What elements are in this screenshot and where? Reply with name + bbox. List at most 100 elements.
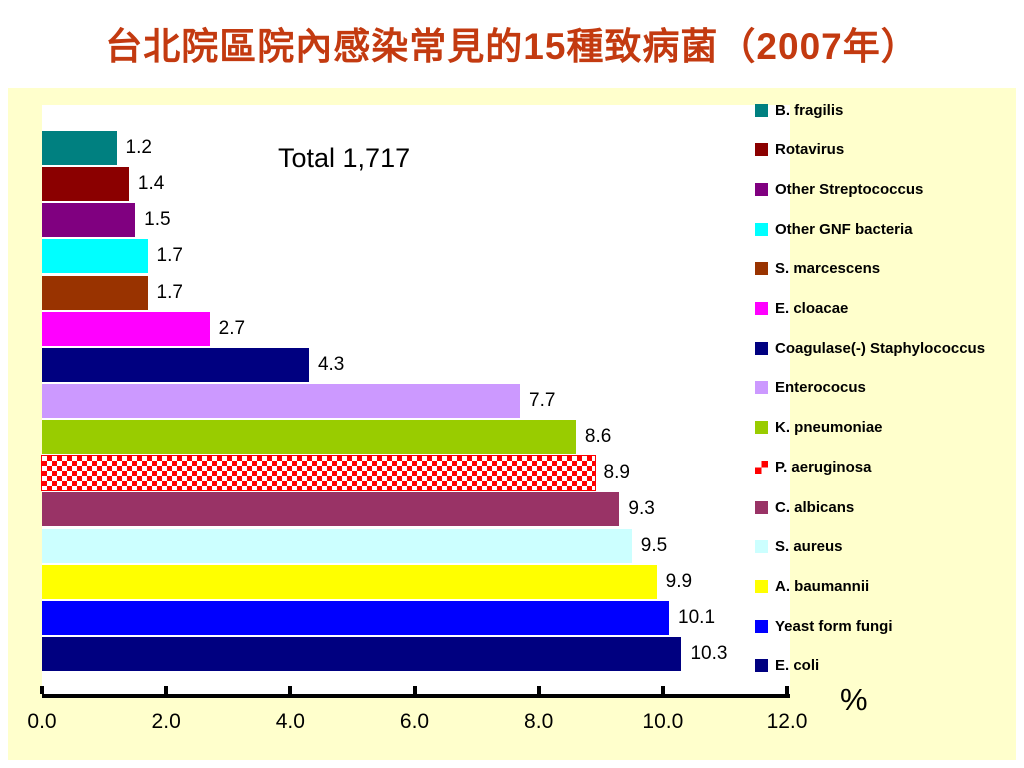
bar-value-label: 1.7 [156, 281, 183, 303]
bars-region: 1.2 1.4 1.5 1.7 1.7 2.7 4.3 7.7 8.6 8.9 9.3 9.5 9.9 1… [41, 130, 790, 672]
legend-color-swatch-icon [755, 302, 768, 316]
bar-value-label: 1.2 [125, 137, 152, 159]
bar-a-baumannii [42, 564, 657, 599]
x-tick-label: 6.0 [399, 710, 430, 733]
bar-row: 1.7 [42, 275, 790, 311]
bar-row: 4.3 [42, 347, 790, 383]
legend-label: Other GNF bacteria [775, 220, 913, 238]
axis-tick [164, 686, 169, 694]
legend-item-s-aureus: S. aureus [755, 538, 1013, 556]
bar-other-gnf-bacteria [42, 239, 148, 274]
bar-row: 9.5 [42, 528, 790, 564]
bar-row: 8.6 [42, 419, 790, 455]
legend-item-p-aeruginosa: P. aeruginosa [755, 458, 1013, 476]
bar-value-label: 9.9 [665, 570, 693, 592]
bar-rotavirus [42, 167, 129, 202]
legend-label: S. aureus [775, 538, 843, 556]
legend-item-e-cloacae: E. cloacae [755, 300, 1013, 318]
chart-title: 台北院區院內感染常見的15種致病菌（2007年） [105, 26, 919, 67]
chart-area: Total 1,717 1.2 1.4 1.5 1.7 1.7 2.7 4.3 7.7 8.6 8… [8, 88, 1016, 760]
legend-item-e-coli: E. coli [755, 657, 1013, 675]
legend-color-swatch-icon [755, 579, 768, 593]
legend-label: Coagulase(-) Staphylococcus [775, 339, 986, 357]
legend-item-yeast-form-fungi: Yeast form fungi [755, 618, 1013, 635]
legend-color-swatch-icon [755, 540, 768, 554]
x-tick-label: 12.0 [766, 710, 808, 733]
legend-color-swatch-icon [755, 659, 768, 673]
legend-color-swatch-icon [755, 421, 768, 435]
bar-c-albicans [42, 492, 620, 527]
legend-color-swatch-icon [755, 103, 768, 117]
bar-row: 9.3 [42, 491, 790, 527]
x-tick-label: 0.0 [27, 710, 57, 733]
bar-row: 1.7 [42, 238, 790, 274]
bar-s-aureus [42, 528, 632, 563]
legend-color-swatch-icon [755, 381, 768, 395]
bar-value-label: 9.3 [628, 498, 655, 520]
legend-color-swatch-icon [755, 182, 768, 196]
legend-item-coagulase-staphylococcus: Coagulase(-) Staphylococcus [755, 339, 1013, 357]
bar-row: 1.2 [42, 130, 790, 166]
x-tick-label: 4.0 [275, 710, 305, 733]
legend-item-k-pneumoniae: K. pneumoniae [755, 419, 1013, 437]
legend-color-swatch-icon [755, 341, 768, 355]
legend-item-enterococus: Enterococus [755, 379, 1013, 397]
bar-b-fragilis [42, 131, 117, 166]
x-tick-label: 8.0 [524, 710, 554, 733]
bar-coagulase-staphylococcus [42, 347, 309, 382]
bar-yeast-form-fungi [42, 600, 670, 635]
bar-value-label: 7.7 [529, 390, 556, 412]
legend-label: P. aeruginosa [775, 458, 872, 476]
bar-s-marcescens [42, 275, 148, 310]
bar-value-label: 4.3 [317, 353, 345, 375]
legend-label: Rotavirus [775, 141, 845, 159]
x-axis-labels: 0.0 2.0 4.0 6.0 8.0 10.0 12.0 [27, 710, 807, 740]
total-annotation: Total 1,717 [278, 143, 411, 173]
bar-value-label: 8.9 [603, 462, 630, 484]
axis-tick [412, 686, 417, 694]
bar-row: 1.4 [42, 166, 790, 202]
bar-row: 9.9 [42, 564, 790, 600]
bar-row: 10.1 [42, 600, 790, 636]
legend-item-other-streptococcus: Other Streptococcus [755, 180, 1013, 198]
legend-label: E. coli [775, 657, 820, 675]
bar-k-pneumoniae [42, 420, 576, 455]
axis-tick [536, 686, 541, 694]
bar-row: 7.7 [42, 383, 790, 419]
bar-other-streptococcus [42, 203, 136, 238]
legend-label: Enterococus [775, 379, 866, 397]
legend-label: E. cloacae [775, 300, 849, 318]
bar-value-label: 1.5 [144, 209, 171, 231]
legend-item-a-baumannii: A. baumannii [755, 578, 1013, 595]
legend-label: Other Streptococcus [775, 180, 924, 198]
legend-color-swatch-icon [755, 500, 768, 514]
bar-e-coli [42, 637, 682, 672]
bar-row: 1.5 [42, 202, 790, 238]
bar-e-cloacae [42, 311, 210, 346]
axis-tick [785, 686, 789, 694]
legend-color-swatch-icon [755, 143, 768, 157]
legend-label: S. marcescens [775, 260, 881, 278]
legend-color-swatch-icon [755, 262, 768, 276]
bar-row: 10.3 [42, 636, 790, 672]
bar-value-label: 1.7 [156, 245, 183, 267]
legend-item-other-gnf-bacteria: Other GNF bacteria [755, 220, 1013, 238]
bar-value-label: 10.1 [678, 606, 716, 628]
bar-value-label: 9.5 [640, 534, 668, 556]
bar-value-label: 2.7 [218, 317, 246, 339]
axis-tick [40, 686, 44, 694]
legend-item-rotavirus: Rotavirus [755, 141, 1013, 159]
bar-value-label: 1.4 [137, 173, 165, 195]
x-axis-unit-label: % [840, 682, 868, 717]
x-tick-label: 10.0 [642, 710, 684, 733]
bar-value-label: 8.6 [584, 426, 612, 448]
bar-enterococus [42, 384, 521, 419]
legend-label: B. fragilis [775, 101, 844, 119]
bar-value-label: 10.3 [690, 643, 728, 665]
x-tick-label: 2.0 [151, 710, 181, 733]
legend-item-s-marcescens: S. marcescens [755, 260, 1013, 278]
legend-color-swatch-icon [755, 222, 768, 236]
legend-label: K. pneumoniae [775, 419, 883, 437]
bar-row: 8.9 [41, 455, 790, 492]
legend-item-c-albicans: C. albicans [755, 499, 1013, 516]
